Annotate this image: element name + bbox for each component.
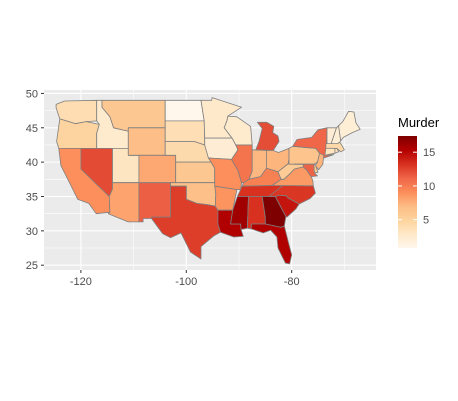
- legend-tick-label: 5: [423, 215, 429, 227]
- axis-ticks: -120 -100 -80 25 30 35 40 45 50: [26, 88, 300, 288]
- state-mississippi: [230, 196, 249, 230]
- state-kansas: [175, 161, 216, 184]
- state-michigan: [255, 121, 280, 151]
- state-oregon: [56, 118, 100, 149]
- legend-title: Murder: [398, 115, 440, 130]
- y-tick-label: 40: [26, 157, 38, 169]
- y-tick-label: 25: [26, 260, 38, 272]
- state-colorado: [138, 154, 177, 184]
- state-iowa: [204, 137, 239, 160]
- x-tick-label: -100: [175, 276, 197, 288]
- state-wyoming: [127, 127, 166, 156]
- legend-colorbar: [398, 136, 417, 248]
- state-maine: [338, 110, 361, 142]
- y-tick-label: 35: [26, 191, 38, 203]
- state-florida: [250, 223, 293, 265]
- x-tick-label: -80: [284, 276, 300, 288]
- state-new-jersey: [315, 152, 325, 171]
- state-pennsylvania: [288, 145, 320, 165]
- state-polygons: [55, 97, 361, 265]
- state-north-dakota: [164, 99, 205, 122]
- legend-tick-label: 15: [423, 147, 435, 159]
- legend-tick-label: 10: [423, 181, 435, 193]
- legend: Murder 5 10 15: [398, 115, 440, 248]
- legend-ticks: 5 10 15: [398, 147, 435, 227]
- x-tick-label: -120: [70, 276, 92, 288]
- y-tick-label: 50: [26, 88, 38, 100]
- y-tick-label: 45: [26, 123, 38, 135]
- y-tick-label: 30: [26, 226, 38, 238]
- state-maryland: [293, 163, 318, 177]
- state-new-mexico: [138, 182, 171, 223]
